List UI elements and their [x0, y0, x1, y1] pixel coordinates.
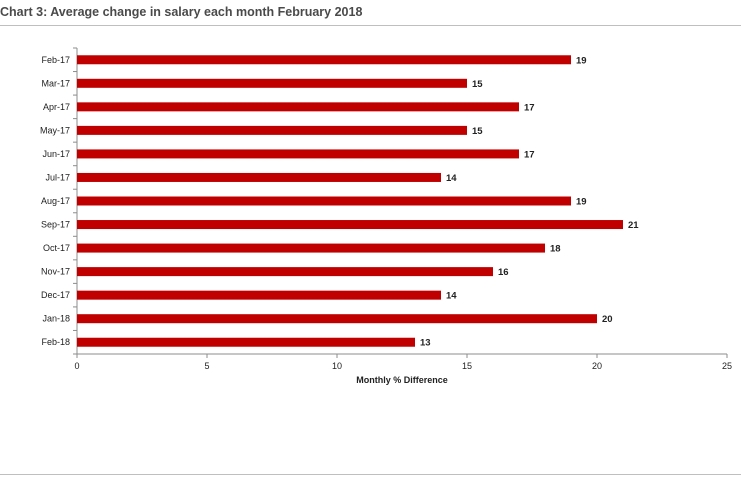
bar-jan-18: [77, 314, 597, 324]
category-label: Mar-17: [41, 78, 70, 88]
category-label: Dec-17: [41, 290, 70, 300]
bar-mar-17: [77, 78, 467, 88]
data-label: 16: [498, 267, 509, 278]
bars-group: Feb-17 19 Mar-17 15 Apr-17 17 May-17 15 Jun-17 17…: [40, 47, 639, 355]
bottom-divider: [0, 474, 741, 475]
bar-jun-17: [77, 149, 519, 159]
bar-feb-18: [77, 337, 415, 347]
data-label: 13: [420, 338, 431, 349]
bar-aug-17: [77, 196, 571, 206]
data-label: 14: [446, 173, 457, 184]
x-tick-label: 25: [722, 361, 732, 371]
category-label: Jan-18: [42, 314, 70, 324]
top-divider: [0, 25, 741, 26]
bar-sep-17: [77, 220, 623, 230]
bar-may-17: [77, 125, 467, 135]
category-label: Sep-17: [41, 220, 70, 230]
bar-nov-17: [77, 267, 493, 277]
x-tick-label: 15: [462, 361, 472, 371]
bar-feb-17: [77, 55, 571, 65]
x-tick-label: 10: [332, 361, 342, 371]
bar-apr-17: [77, 102, 519, 112]
x-tick-label: 20: [592, 361, 602, 371]
category-label: May-17: [40, 125, 70, 135]
category-label: Nov-17: [41, 267, 70, 277]
data-label: 20: [602, 314, 613, 325]
category-label: Jun-17: [42, 149, 70, 159]
chart-title: Chart 3: Average change in salary each m…: [0, 5, 363, 19]
data-label: 17: [524, 102, 535, 113]
data-label: 19: [576, 197, 587, 208]
bar-oct-17: [77, 243, 545, 253]
data-label: 19: [576, 55, 587, 66]
x-axis-title: Monthly % Difference: [356, 375, 448, 385]
bar-dec-17: [77, 290, 441, 300]
data-label: 14: [446, 291, 457, 302]
category-label: Apr-17: [43, 102, 70, 112]
data-label: 15: [472, 79, 483, 90]
category-label: Feb-18: [41, 337, 70, 347]
data-label: 17: [524, 149, 535, 160]
category-label: Feb-17: [41, 55, 70, 65]
data-label: 15: [472, 126, 483, 137]
x-tick-label: 5: [204, 361, 209, 371]
category-label: Oct-17: [43, 243, 70, 253]
bar-jul-17: [77, 172, 441, 182]
category-label: Aug-17: [41, 196, 70, 206]
x-tick-label: 0: [74, 361, 79, 371]
x-ticks-group: 0 5 10 15 20 25: [74, 354, 732, 371]
data-label: 18: [550, 244, 561, 255]
data-label: 21: [628, 220, 639, 231]
category-label: Jul-17: [45, 172, 70, 182]
